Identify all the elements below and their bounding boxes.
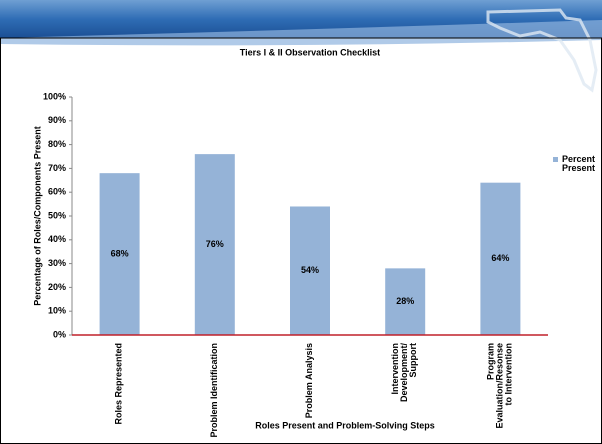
y-tick-label: 20% xyxy=(48,282,66,292)
x-tick-label: Problem Analysis xyxy=(304,343,314,418)
x-axis-title: Roles Present and Problem-Solving Steps xyxy=(255,420,435,430)
y-tick-label: 40% xyxy=(48,234,66,244)
bar xyxy=(480,182,521,335)
x-tick-label: ProgramEvaluation/Resonseto Intervention xyxy=(486,343,514,429)
y-tick-label: 60% xyxy=(48,187,66,197)
legend-label: Percent Present xyxy=(562,154,595,173)
y-tick-label: 10% xyxy=(48,306,66,316)
bar xyxy=(194,154,235,335)
bar xyxy=(99,173,140,335)
y-tick-label: 80% xyxy=(48,139,66,149)
y-tick-label: 100% xyxy=(43,91,66,101)
bar xyxy=(290,206,330,335)
y-tick-label: 90% xyxy=(48,115,66,125)
y-tick-label: 50% xyxy=(48,210,66,220)
y-tick-label: 70% xyxy=(48,163,66,173)
bar xyxy=(385,268,426,335)
y-axis-title: Percentage of Roles/Components Present xyxy=(32,126,42,306)
x-tick-label: InterventionDevelopment/Support xyxy=(391,343,419,403)
legend-swatch xyxy=(553,157,558,162)
florida-outline xyxy=(486,8,598,93)
data-label: 76% xyxy=(206,239,224,249)
y-tick-label: 30% xyxy=(48,258,66,268)
data-label: 68% xyxy=(111,248,129,258)
data-label: 64% xyxy=(491,253,509,263)
chart-title: Tiers I & II Observation Checklist xyxy=(240,47,380,57)
data-label: 54% xyxy=(301,265,319,275)
y-tick-label: 0% xyxy=(53,329,66,339)
x-tick-label: Roles Represented xyxy=(114,343,124,425)
data-label: 28% xyxy=(396,296,414,306)
x-tick-label: Problem Identification xyxy=(209,343,219,438)
header-swoosh xyxy=(0,20,602,46)
